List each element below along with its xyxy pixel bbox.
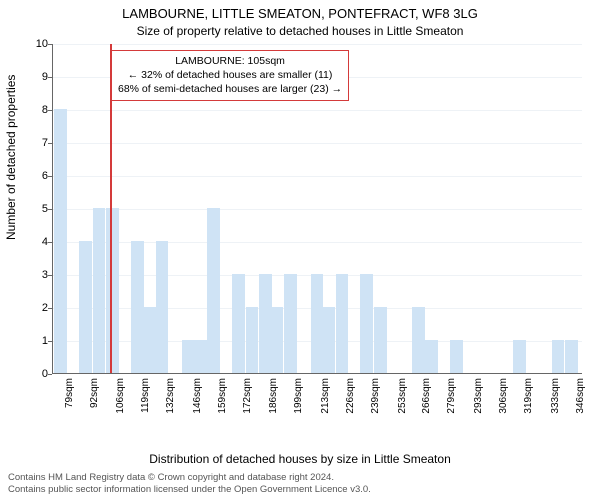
histogram-bar: [284, 274, 297, 373]
histogram-bar: [450, 340, 463, 373]
histogram-bar: [565, 340, 578, 373]
y-tick-mark: [48, 143, 52, 144]
y-tick-label: 8: [30, 104, 48, 116]
histogram-bar: [513, 340, 526, 373]
x-tick-label: 239sqm: [370, 378, 381, 428]
plot-area: LAMBOURNE: 105sqm ← 32% of detached hous…: [52, 44, 582, 374]
x-tick-label: 172sqm: [242, 378, 253, 428]
x-tick-label: 159sqm: [217, 378, 228, 428]
x-tick-label: 146sqm: [192, 378, 203, 428]
x-tick-label: 92sqm: [89, 378, 100, 428]
y-tick-label: 6: [30, 170, 48, 182]
y-tick-mark: [48, 374, 52, 375]
x-tick-label: 279sqm: [446, 378, 457, 428]
annotation-line2: ← 32% of detached houses are smaller (11…: [118, 68, 342, 82]
x-tick-label: 106sqm: [115, 378, 126, 428]
grid-line: [53, 176, 582, 177]
histogram-bar: [207, 208, 220, 373]
x-tick-label: 79sqm: [64, 378, 75, 428]
y-tick-label: 0: [30, 368, 48, 380]
x-tick-label: 333sqm: [550, 378, 561, 428]
histogram-bar: [54, 109, 67, 373]
histogram-bar: [156, 241, 169, 373]
x-tick-label: 132sqm: [165, 378, 176, 428]
histogram-bar: [79, 241, 92, 373]
chart-title-sub: Size of property relative to detached ho…: [0, 24, 600, 38]
y-tick-mark: [48, 44, 52, 45]
y-tick-mark: [48, 77, 52, 78]
y-tick-mark: [48, 308, 52, 309]
x-axis-label: Distribution of detached houses by size …: [0, 452, 600, 466]
y-tick-mark: [48, 341, 52, 342]
histogram-bar: [425, 340, 438, 373]
x-tick-label: 213sqm: [320, 378, 331, 428]
x-tick-label: 226sqm: [345, 378, 356, 428]
y-tick-label: 5: [30, 203, 48, 215]
annotation-line1: LAMBOURNE: 105sqm: [118, 54, 342, 68]
histogram-bar: [194, 340, 207, 373]
y-tick-label: 1: [30, 335, 48, 347]
histogram-bar: [412, 307, 425, 373]
x-tick-label: 199sqm: [293, 378, 304, 428]
histogram-bar: [336, 274, 349, 373]
x-tick-label: 253sqm: [397, 378, 408, 428]
y-tick-label: 7: [30, 137, 48, 149]
grid-line: [53, 209, 582, 210]
y-tick-label: 4: [30, 236, 48, 248]
histogram-bar: [360, 274, 373, 373]
y-tick-mark: [48, 110, 52, 111]
y-tick-label: 3: [30, 269, 48, 281]
histogram-bar: [131, 241, 144, 373]
histogram-bar: [322, 307, 335, 373]
y-tick-mark: [48, 209, 52, 210]
chart-title-main: LAMBOURNE, LITTLE SMEATON, PONTEFRACT, W…: [0, 6, 600, 21]
annotation-line3: 68% of semi-detached houses are larger (…: [118, 82, 342, 96]
y-tick-label: 10: [30, 38, 48, 50]
x-tick-label: 186sqm: [268, 378, 279, 428]
histogram-bar: [552, 340, 565, 373]
y-tick-mark: [48, 275, 52, 276]
y-axis-label: Number of detached properties: [4, 75, 18, 240]
grid-line: [53, 110, 582, 111]
y-tick-label: 2: [30, 302, 48, 314]
x-tick-label: 293sqm: [473, 378, 484, 428]
chart-container: LAMBOURNE, LITTLE SMEATON, PONTEFRACT, W…: [0, 0, 600, 500]
y-tick-mark: [48, 242, 52, 243]
x-tick-label: 266sqm: [421, 378, 432, 428]
y-tick-label: 9: [30, 71, 48, 83]
histogram-bar: [271, 307, 284, 373]
attribution-line2: Contains public sector information licen…: [8, 484, 592, 496]
y-tick-mark: [48, 176, 52, 177]
annotation-box: LAMBOURNE: 105sqm ← 32% of detached hous…: [111, 50, 349, 101]
x-tick-label: 346sqm: [575, 378, 586, 428]
attribution-line1: Contains HM Land Registry data © Crown c…: [8, 472, 592, 484]
x-tick-label: 319sqm: [523, 378, 534, 428]
grid-line: [53, 44, 582, 45]
grid-line: [53, 143, 582, 144]
histogram-bar: [93, 208, 106, 373]
x-tick-label: 306sqm: [498, 378, 509, 428]
attribution-text: Contains HM Land Registry data © Crown c…: [8, 472, 592, 496]
histogram-bar: [374, 307, 387, 373]
x-tick-label: 119sqm: [140, 378, 151, 428]
histogram-bar: [246, 307, 259, 373]
histogram-bar: [232, 274, 245, 373]
